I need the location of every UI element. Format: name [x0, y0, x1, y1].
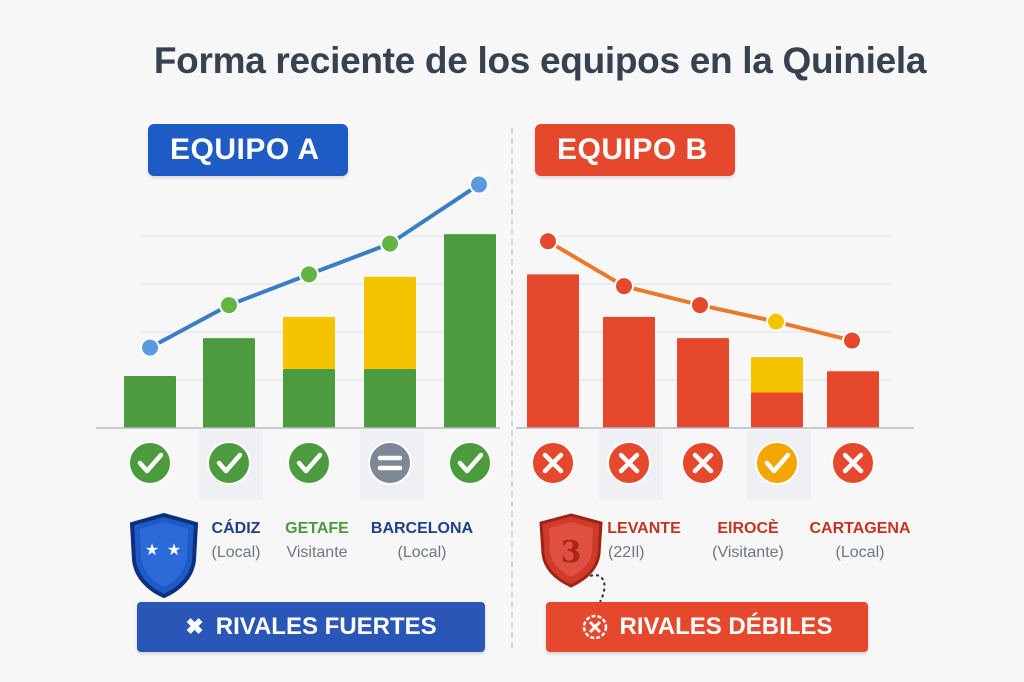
- line-point: [842, 330, 862, 351]
- svg-text:★: ★: [167, 540, 181, 559]
- rival-b-2-name: ElROCÈ: [717, 520, 779, 537]
- rivales-debiles-label: RIVALES DÉBILES: [619, 613, 833, 640]
- equals-icon: [368, 441, 412, 485]
- check-icon: [755, 441, 799, 485]
- bar: [203, 338, 255, 428]
- line-point: [219, 295, 239, 316]
- rival-b-2: ElROCÈ (Visitante): [700, 520, 796, 562]
- line-point: [299, 264, 319, 285]
- bar: [603, 316, 655, 428]
- bar: [751, 357, 803, 393]
- rival-a-3-venue: (Local): [397, 544, 447, 561]
- rivales-debiles-button[interactable]: RIVALES DÉBILES: [546, 602, 868, 652]
- rival-a-1: CÁDIZ (Local): [198, 520, 274, 562]
- chart-title: Forma reciente de los equipos en la Quin…: [153, 40, 927, 81]
- check-icon: [207, 441, 251, 485]
- connector-dots: [589, 574, 606, 603]
- rival-b-3: CARTAGENA (Local): [800, 520, 920, 562]
- rival-b-3-venue: (Local): [835, 544, 885, 561]
- team-a-badge: EQUIPO A: [148, 124, 348, 176]
- rival-a-1-venue: (Local): [211, 544, 261, 561]
- svg-text:3: 3: [561, 535, 582, 570]
- bar: [527, 274, 579, 428]
- rival-a-2-name: GETAFE: [285, 520, 349, 537]
- line-point: [690, 295, 710, 316]
- x-icon: ✖: [185, 614, 204, 639]
- x-icon: [531, 441, 575, 485]
- check-icon: [287, 441, 331, 485]
- bar: [827, 371, 879, 428]
- x-icon: [831, 441, 875, 485]
- rivales-fuertes-label: RIVALES FUERTES: [215, 613, 437, 640]
- line-point: [140, 337, 160, 358]
- bar: [751, 392, 803, 428]
- check-icon: [448, 441, 492, 485]
- team-b-badge: EQUIPO B: [535, 124, 735, 176]
- rivales-fuertes-button[interactable]: ✖ RIVALES FUERTES: [137, 602, 485, 652]
- team-a-shield-icon: ★ ★: [129, 512, 199, 598]
- rival-b-1-name: LEVANTE: [607, 520, 681, 537]
- line-point: [380, 233, 400, 254]
- svg-text:★: ★: [145, 540, 159, 559]
- bar: [677, 338, 729, 428]
- rival-a-2-venue: Visitante: [286, 544, 348, 561]
- x-icon: [582, 614, 607, 640]
- bar: [364, 276, 416, 369]
- bar: [444, 234, 496, 428]
- x-icon: [607, 441, 651, 485]
- rival-b-3-name: CARTAGENA: [809, 520, 911, 537]
- rival-b-1-venue: (22Il): [608, 544, 645, 561]
- rival-b-2-venue: (Visitante): [712, 544, 784, 561]
- line-point: [538, 231, 558, 252]
- bar: [364, 368, 416, 428]
- x-icon: [681, 441, 725, 485]
- form-line: [546, 239, 854, 343]
- bar: [283, 316, 335, 369]
- rival-b-1: LEVANTE (22Il): [600, 520, 688, 562]
- line-point: [614, 276, 634, 297]
- bar: [124, 376, 176, 428]
- team-b-shield-icon: 3: [539, 513, 603, 588]
- bar: [283, 368, 335, 428]
- check-icon: [128, 441, 172, 485]
- line-point: [469, 174, 489, 195]
- line-point: [766, 311, 786, 332]
- rival-a-3: BARCELONA (Local): [358, 520, 486, 562]
- panel-divider: [511, 128, 513, 648]
- rival-a-3-name: BARCELONA: [370, 520, 474, 537]
- rival-a-1-name: CÁDIZ: [211, 520, 261, 537]
- rival-a-2: GETAFE Visitante: [272, 520, 362, 562]
